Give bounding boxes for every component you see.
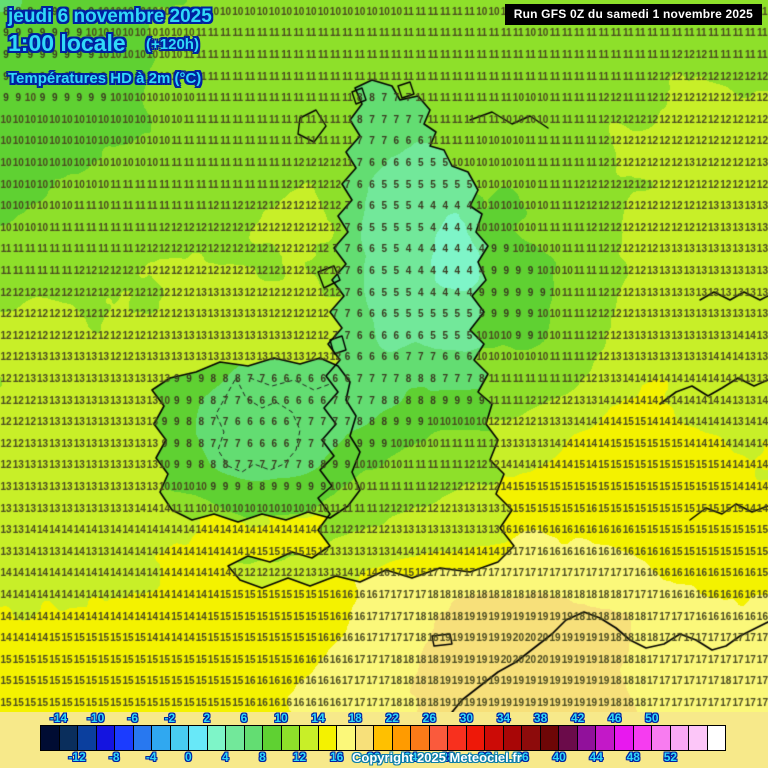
scale-tick-label: 14: [311, 711, 325, 725]
color-swatch: [96, 726, 116, 750]
color-swatch: [503, 726, 523, 750]
scale-tick-label: -10: [86, 711, 105, 725]
scale-tick-label: 4: [222, 750, 229, 764]
color-swatch: [59, 726, 79, 750]
color-swatch: [133, 726, 153, 750]
scale-tick-label: 36: [515, 750, 529, 764]
scale-tick-label: 12: [292, 750, 307, 764]
color-swatch: [670, 726, 690, 750]
scale-tick-label: 30: [459, 711, 474, 725]
color-swatch: [41, 726, 60, 750]
scale-tick-label: 32: [478, 750, 492, 764]
scale-tick-label: 26: [422, 711, 437, 725]
color-swatch: [337, 726, 356, 750]
color-swatch: [577, 726, 597, 750]
scale-tick-label: 0: [184, 750, 192, 764]
color-swatch: [522, 726, 541, 750]
scale-tick-label: 2: [203, 711, 211, 725]
scale-tick-label: 52: [663, 750, 678, 764]
scale-tick-label: 42: [570, 711, 585, 725]
scale-tick-label: -4: [145, 750, 157, 764]
color-swatch: [263, 726, 282, 750]
color-swatch: [540, 726, 560, 750]
copyright-label: Copyright 2025 Meteociel.fr: [352, 750, 522, 765]
color-swatch: [392, 726, 412, 750]
color-swatch: [152, 726, 171, 750]
color-swatch: [707, 726, 726, 750]
scale-tick-label: -14: [49, 711, 68, 725]
color-swatch: [281, 726, 301, 750]
color-swatch: [115, 726, 134, 750]
color-swatch: [300, 726, 319, 750]
color-swatch: [226, 726, 245, 750]
color-swatch: [244, 726, 264, 750]
scale-tick-label: 8: [259, 750, 266, 764]
scale-tick-label: 44: [589, 750, 603, 764]
scale-tick-label: 24: [404, 750, 418, 764]
scale-tick-label: 28: [441, 750, 455, 764]
color-swatch: [207, 726, 227, 750]
color-swatch: [318, 726, 338, 750]
color-swatch: [652, 726, 671, 750]
color-swatch: [485, 726, 504, 750]
color-swatch: [411, 726, 430, 750]
color-scale-strip[interactable]: [40, 725, 726, 751]
scale-tick-label: 16: [329, 750, 344, 764]
color-swatch: [689, 726, 708, 750]
color-swatch: [189, 726, 208, 750]
color-swatch: [374, 726, 393, 750]
scale-tick-label: 6: [240, 711, 248, 725]
scale-tick-label: 22: [385, 711, 399, 725]
scale-tick-label: 20: [367, 750, 381, 764]
scale-tick-label: 46: [608, 711, 622, 725]
model-run-banner: Run GFS 0Z du samedi 1 novembre 2025: [504, 4, 762, 25]
color-swatch: [429, 726, 449, 750]
color-swatch: [596, 726, 615, 750]
temperature-map[interactable]: [0, 0, 768, 712]
scale-tick-label: 50: [645, 711, 659, 725]
color-swatch: [355, 726, 375, 750]
color-scale-legend: -14 -10 -6 -2 2 6 10 14 18 22 26 30 34 38 42 46 50 -12 -8-…: [0, 711, 768, 768]
map-date-label: jeudi 6 novembre 2025: [8, 6, 212, 27]
scale-tick-label: -6: [127, 711, 139, 725]
scale-tick-label: -12: [68, 750, 86, 764]
map-parameter-label: Températures HD à 2m (°C): [8, 70, 202, 87]
scale-tick-label: 40: [552, 750, 566, 764]
color-swatch: [633, 726, 653, 750]
color-swatch: [170, 726, 190, 750]
scale-tick-label: -8: [108, 750, 120, 764]
map-time-label: 1:00 locale: [8, 30, 126, 56]
color-swatch: [559, 726, 578, 750]
scale-tick-label: 10: [274, 711, 288, 725]
scale-tick-label: -2: [164, 711, 176, 725]
scale-tick-label: 48: [626, 750, 640, 764]
color-swatch: [614, 726, 634, 750]
scale-tick-label: 34: [496, 711, 511, 725]
scale-tick-label: 38: [533, 711, 548, 725]
gridpoint-values-layer: [0, 0, 768, 712]
color-swatch: [78, 726, 97, 750]
color-swatch: [466, 726, 486, 750]
color-swatch: [448, 726, 467, 750]
scale-tick-label: 18: [348, 711, 362, 725]
map-echeance-label: (+120h): [146, 36, 199, 53]
